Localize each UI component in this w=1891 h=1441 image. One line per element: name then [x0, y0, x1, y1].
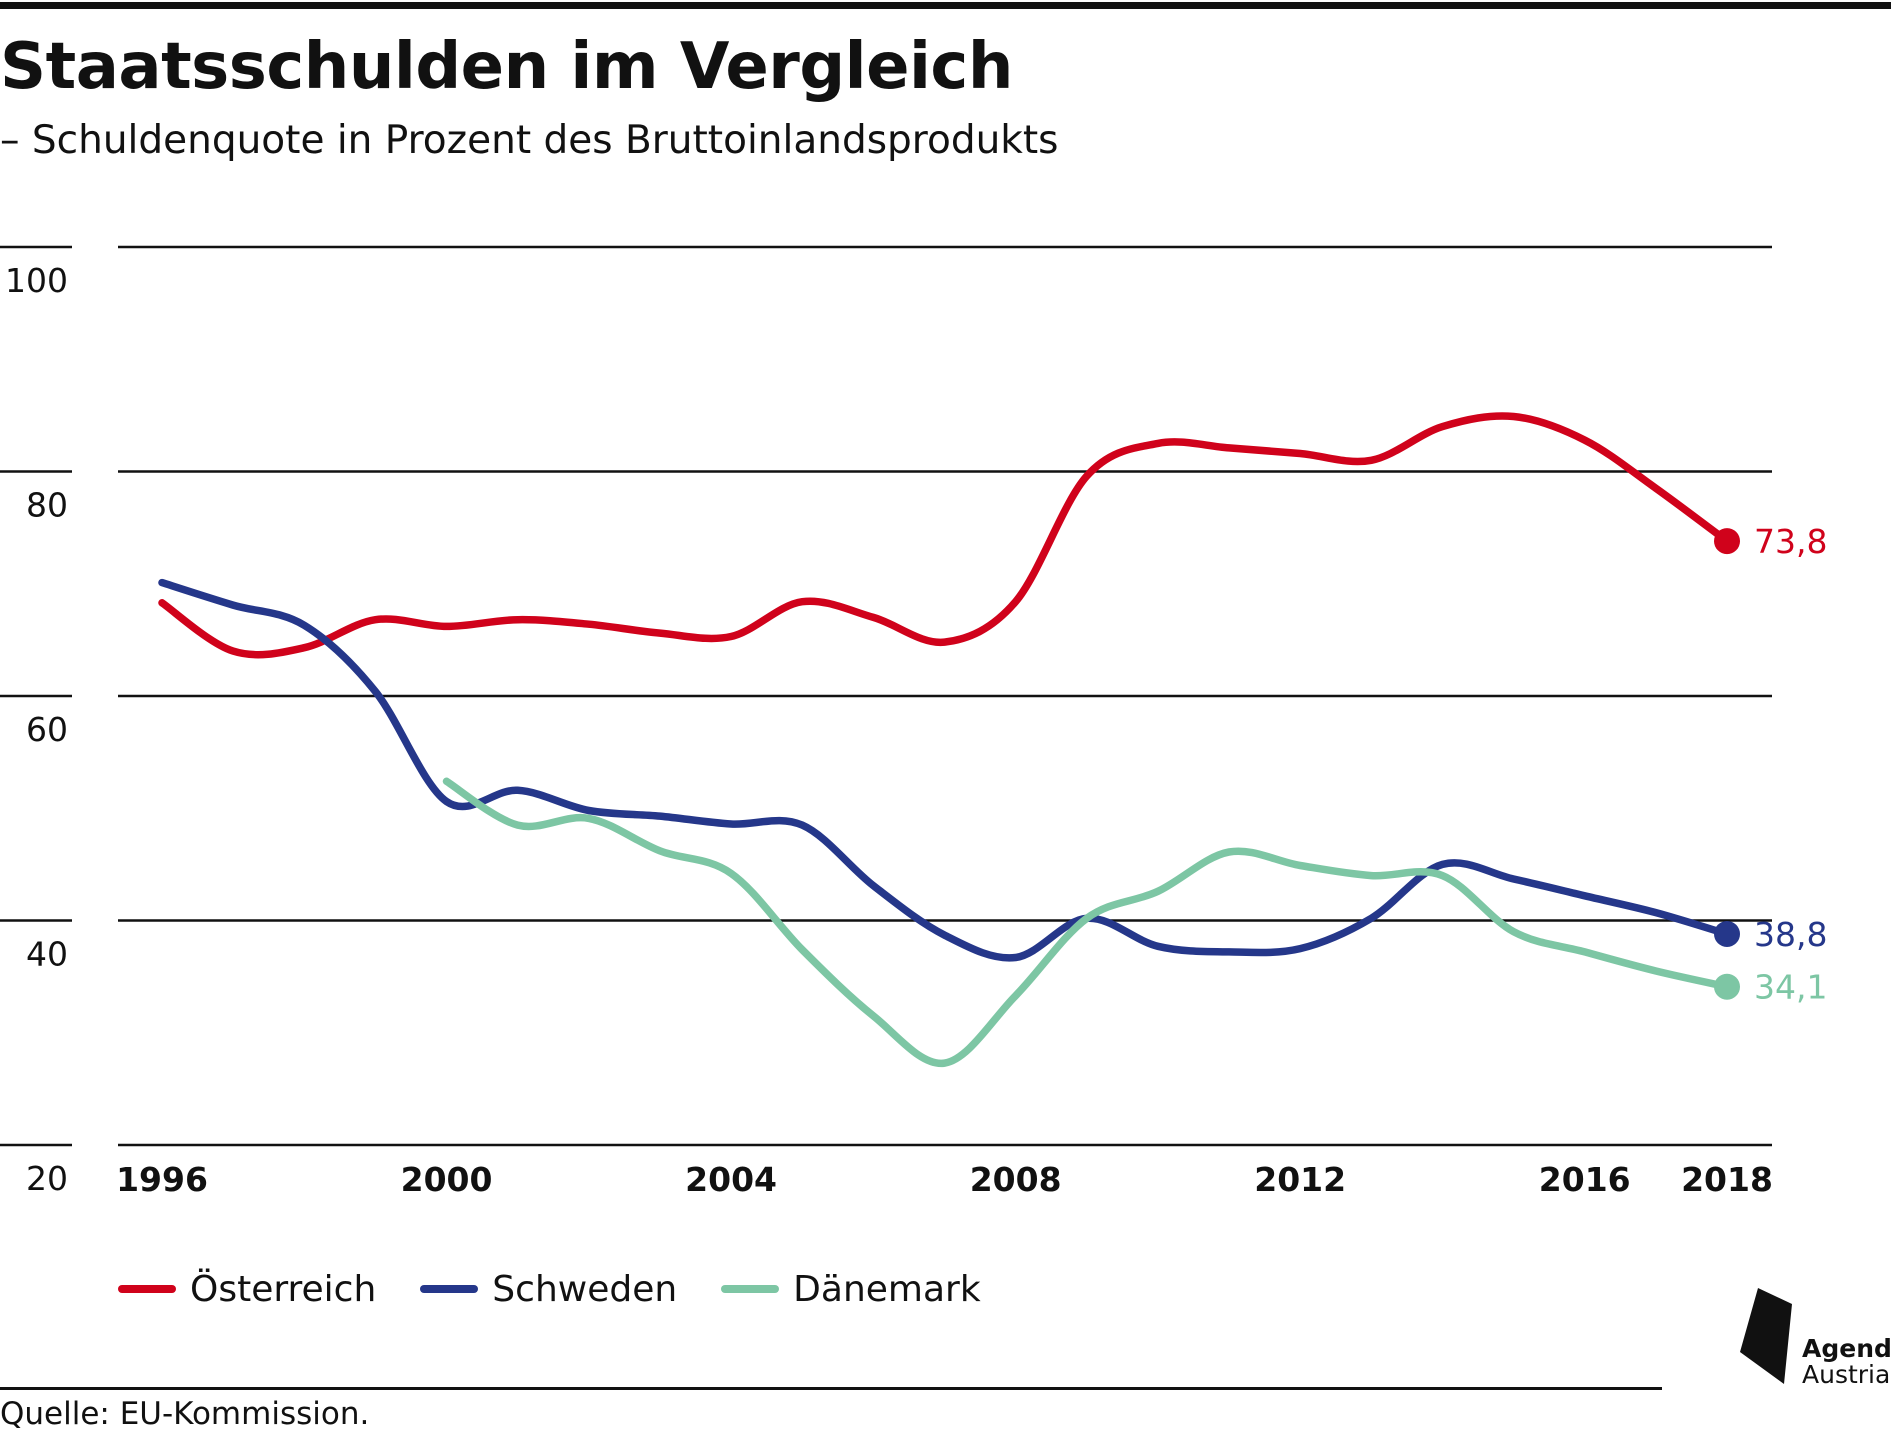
legend: Österreich Schweden Dänemark: [118, 1264, 1025, 1314]
series-end-label: 73,8: [1754, 522, 1827, 561]
legend-label: Schweden: [492, 1268, 678, 1310]
series-lines: [158, 412, 1731, 1067]
top-rule: [0, 2, 1891, 9]
series-endpoints: 73,8 38,8 34,1: [1714, 522, 1827, 1007]
y-tick-label: 40: [26, 935, 68, 974]
series-endpoint-dot: [1714, 920, 1740, 947]
y-tick-label: 80: [26, 486, 68, 525]
x-tick-label: 1996: [116, 1160, 208, 1199]
series-line: [442, 777, 1731, 1067]
series-endpoint-dot: [1714, 528, 1740, 555]
series-endpoint-dot: [1714, 973, 1740, 1000]
series-line: [158, 412, 1731, 659]
y-tick-label: 60: [26, 710, 68, 749]
legend-label: Österreich: [190, 1268, 377, 1310]
legend-swatch: [118, 1285, 176, 1293]
chart-subtitle: – Schuldenquote in Prozent des Bruttoinl…: [0, 118, 1059, 163]
x-tick-label: 2018: [1681, 1160, 1773, 1199]
agenda-austria-logo: Agenda Austria: [1740, 1288, 1891, 1389]
x-tick-labels: 1996 2000 2004 2008 2012 2016 2018: [116, 1160, 1773, 1199]
source-note: Quelle: EU-Kommission.: [0, 1396, 370, 1432]
chart-title: Staatsschulden im Vergleich: [0, 30, 1013, 104]
logo-word-austria: Austria: [1802, 1360, 1891, 1389]
legend-item: Österreich: [118, 1269, 376, 1310]
y-tick-marks: [0, 245, 72, 1147]
x-tick-label: 2004: [685, 1160, 777, 1199]
logo-word-agenda: Agenda: [1802, 1334, 1891, 1363]
logo-mark-icon: [1740, 1288, 1792, 1384]
legend-item: Dänemark: [721, 1269, 981, 1310]
legend-item: Schweden: [420, 1269, 677, 1310]
legend-label: Dänemark: [793, 1268, 981, 1310]
x-tick-label: 2000: [401, 1160, 493, 1199]
series-end-label: 38,8: [1754, 915, 1827, 954]
x-tick-label: 2016: [1539, 1160, 1631, 1199]
x-tick-label: 2008: [970, 1160, 1062, 1199]
legend-swatch: [420, 1285, 479, 1293]
legend-swatch: [721, 1285, 780, 1293]
gridlines: [118, 245, 1772, 1147]
bottom-rule: [0, 1387, 1662, 1390]
series-line: [158, 578, 1731, 962]
x-tick-label: 2012: [1254, 1160, 1346, 1199]
y-tick-label: 20: [26, 1159, 68, 1198]
series-end-label: 34,1: [1754, 968, 1827, 1007]
y-tick-label: 100: [5, 261, 68, 300]
y-tick-labels: 20 40 60 80 100: [5, 261, 68, 1198]
